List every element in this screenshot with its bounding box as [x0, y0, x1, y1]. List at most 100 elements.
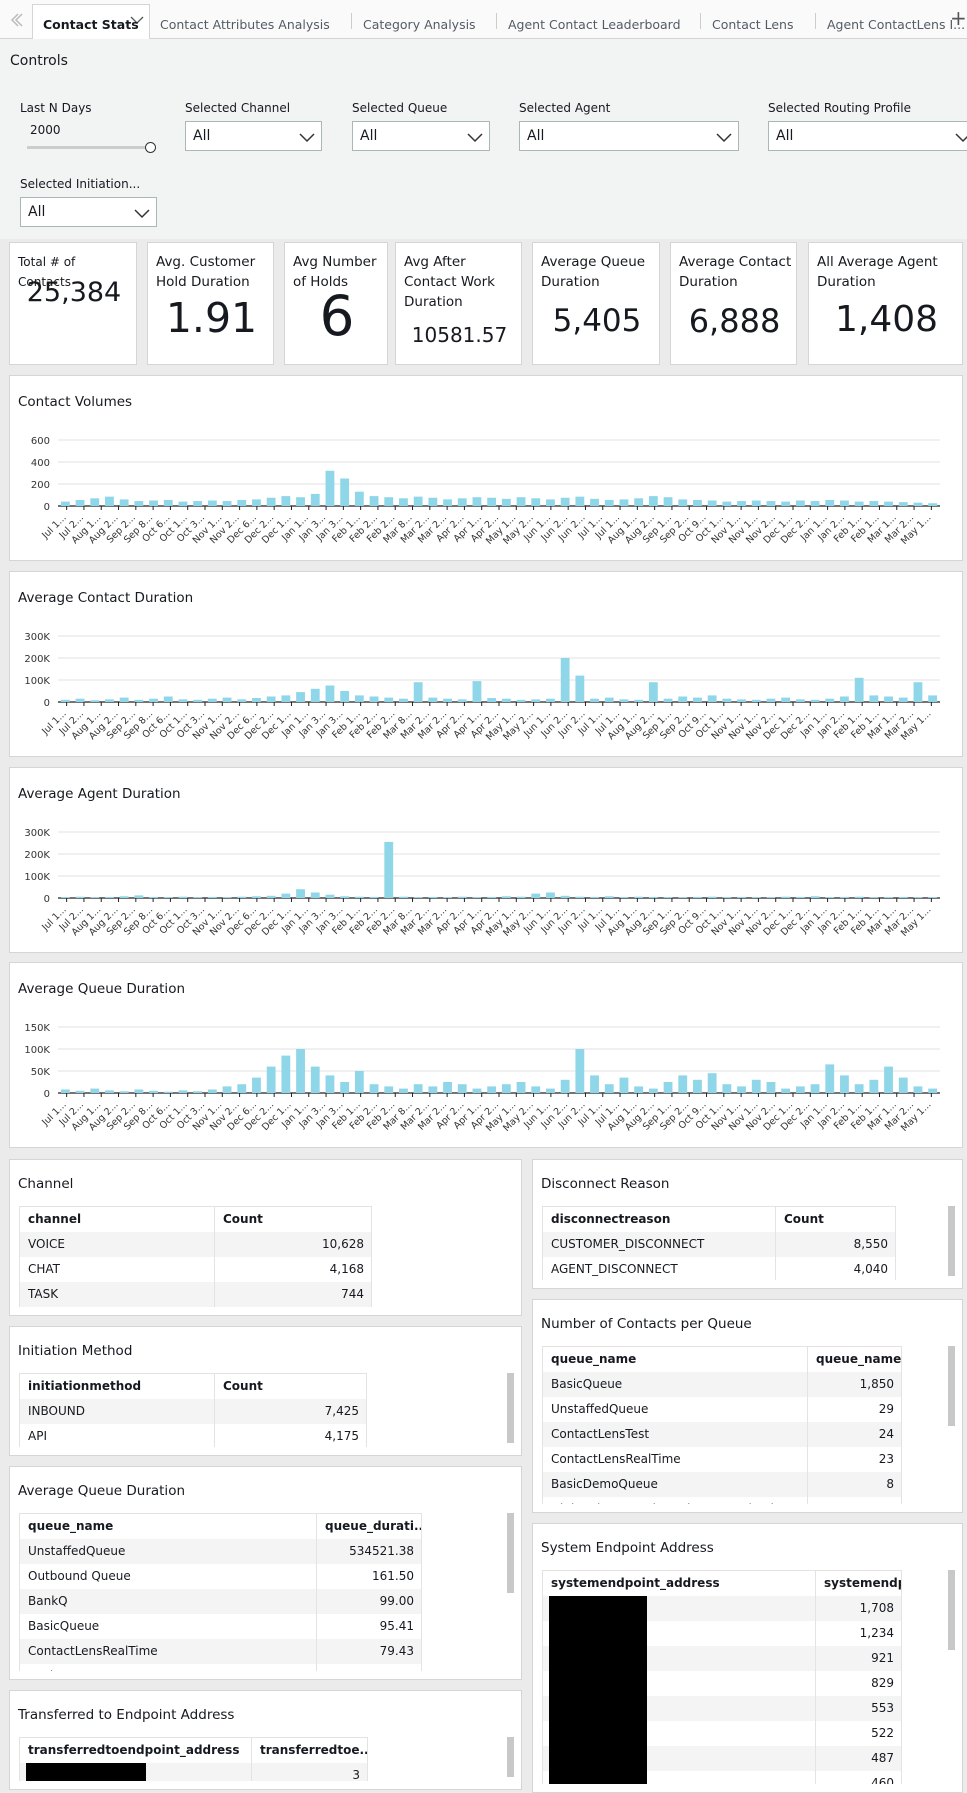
bar: [207, 1089, 217, 1093]
bar: [737, 896, 746, 898]
table-header: transferredtoendpoint_address transferred…: [20, 1738, 367, 1764]
bar: [898, 896, 908, 898]
tab-separator: [815, 13, 816, 29]
bar: [869, 1079, 879, 1093]
table-cell: 29: [808, 1397, 901, 1422]
scrollbar[interactable]: [948, 1346, 955, 1426]
bar: [634, 498, 644, 506]
table-cell: queue_name: [543, 1347, 808, 1372]
table-cell: ContactLensRealTime: [543, 1447, 808, 1472]
tab-menu-icon[interactable]: [130, 16, 144, 26]
bar: [884, 501, 893, 506]
bar: [457, 896, 467, 898]
bar: [840, 1075, 849, 1093]
bar: [252, 698, 261, 702]
redacted: [549, 1771, 647, 1784]
redacted: [26, 1763, 146, 1781]
table-row: 829: [543, 1671, 901, 1697]
table: queue_name queue_durati... UnstaffedQueue 5…: [19, 1513, 422, 1671]
chevron: [955, 133, 967, 143]
table-cell: BasicDemoQueue: [20, 1664, 317, 1671]
bar: [399, 698, 408, 702]
bar: [913, 897, 923, 898]
bar: [678, 499, 688, 506]
bar: [501, 498, 511, 506]
kpi-title: All Average Agent Duration: [817, 254, 938, 290]
bar: [413, 897, 423, 898]
slider-thumb[interactable]: [145, 142, 156, 153]
table-row: ContactLensTest 24: [543, 1422, 901, 1448]
dropdown[interactable]: All: [352, 121, 490, 151]
scrollbar[interactable]: [507, 1373, 514, 1443]
table-cell: Count: [776, 1207, 895, 1232]
bar: [384, 497, 394, 506]
tab[interactable]: Agent Contact Leaderboard: [508, 17, 681, 32]
bar: [575, 496, 585, 506]
chevron: [716, 133, 732, 143]
table-header: queue_name queue_durati...: [20, 1514, 421, 1540]
bar: [354, 896, 364, 898]
dropdown[interactable]: All: [519, 121, 739, 151]
table-cell: 8: [808, 1497, 901, 1504]
table-row: ContactLensRealTime 79.43: [20, 1639, 421, 1665]
y-tick-label: 300K: [24, 632, 50, 643]
scrollbar[interactable]: [507, 1513, 514, 1593]
bar: [751, 897, 761, 898]
bar: [722, 501, 732, 506]
bar: [869, 897, 879, 898]
scrollbar[interactable]: [948, 1570, 955, 1650]
control-label: Selected Queue: [352, 101, 448, 115]
bar: [266, 1066, 276, 1093]
dropdown[interactable]: All: [20, 197, 157, 227]
table-cell: BasicQueue: [543, 1372, 808, 1397]
bar: [840, 896, 849, 898]
bar: [149, 896, 158, 898]
tab-bar: +: [0, 0, 967, 39]
bar: [487, 698, 497, 702]
table-cell: TASK: [20, 1282, 215, 1307]
bar: [501, 1084, 511, 1093]
scrollbar[interactable]: [948, 1206, 955, 1276]
table-row: BasicDemoQueue 8: [543, 1472, 901, 1498]
bar: [443, 897, 452, 898]
tab[interactable]: Agent ContactLens I...: [827, 17, 966, 32]
table-cell: 10,628: [215, 1232, 371, 1257]
bar: [487, 497, 497, 506]
table-row: 522: [543, 1721, 901, 1747]
table-row: CHAT 4,168: [20, 1257, 371, 1283]
control-label: Selected Initiation...: [20, 177, 141, 191]
bar: [354, 1071, 364, 1093]
active-tab[interactable]: [32, 4, 150, 39]
tab-scroll-left[interactable]: [8, 12, 24, 28]
table-cell: [543, 1696, 816, 1721]
table-cell: API: [20, 1424, 215, 1447]
bar: [546, 1088, 555, 1093]
table-cell: 8,550: [776, 1232, 895, 1257]
bar: [663, 897, 673, 898]
y-tick-label: 600: [31, 436, 50, 447]
chart-title: Average Queue Duration: [18, 981, 185, 997]
bar: [457, 1084, 467, 1093]
tab-separator: [351, 13, 352, 29]
kpi-value: 1.91: [165, 294, 258, 343]
table-cell: 1,234: [816, 1621, 901, 1646]
bar: [707, 896, 717, 898]
chevron: [134, 209, 150, 219]
tab[interactable]: Category Analysis: [363, 17, 476, 32]
table-row: BasicDemoQueue37.63: [20, 1664, 421, 1671]
tab[interactable]: Contact Stats: [43, 17, 139, 32]
table-row: VOICE 10,628: [20, 1232, 371, 1258]
bar: [825, 1064, 835, 1093]
kpi-card: Total # of Contacts 25,384: [9, 242, 137, 365]
scrollbar[interactable]: [507, 1737, 514, 1777]
table-cell: BasicQueue: [20, 1614, 317, 1639]
add-tab[interactable]: +: [950, 6, 967, 30]
tab[interactable]: Contact Lens: [712, 17, 794, 32]
kpi-title: Avg. Customer Hold Duration: [156, 254, 256, 290]
bar: [781, 501, 791, 506]
tab[interactable]: Contact Attributes Analysis: [160, 17, 330, 32]
bar: [884, 696, 893, 702]
dropdown[interactable]: All: [768, 121, 967, 151]
kpi-card: Avg Number of Holds 6: [284, 242, 388, 365]
dropdown[interactable]: All: [185, 121, 322, 151]
